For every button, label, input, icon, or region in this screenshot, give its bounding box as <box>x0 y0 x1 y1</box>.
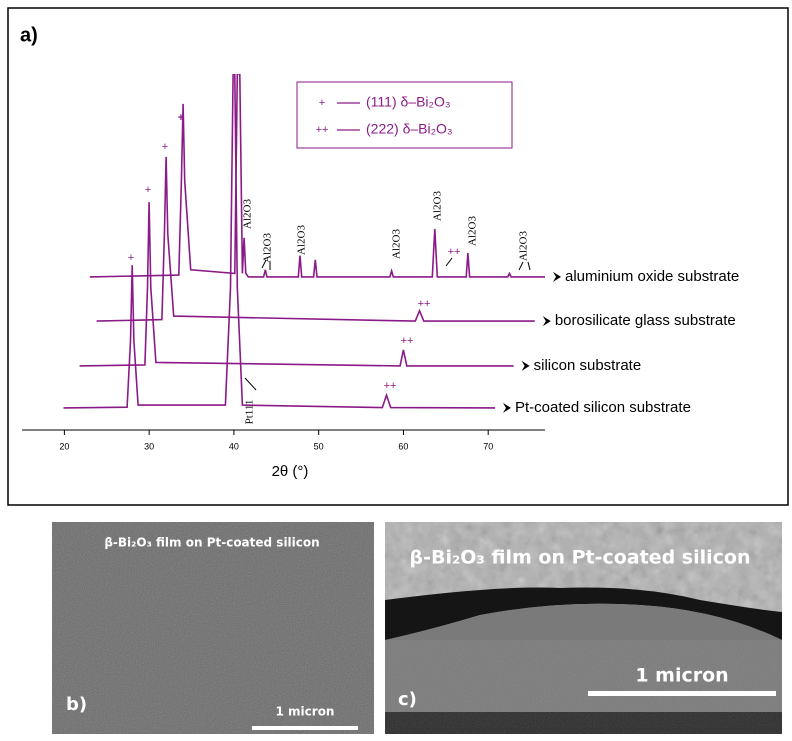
panel-label: c) <box>398 689 417 710</box>
label-arrow <box>522 361 530 371</box>
sem-image-c: β-Bi₂O₃ film on Pt-coated silicon c) 1 m… <box>385 522 782 734</box>
image-caption: β-Bi₂O₃ film on Pt-coated silicon <box>104 536 319 550</box>
peak-annotation: Pt111 <box>244 400 256 425</box>
peak-marker: ++ <box>401 335 414 347</box>
legend-symbol: + <box>319 97 325 109</box>
image-caption: β-Bi₂O₃ film on Pt-coated silicon <box>410 547 751 569</box>
peak-annotation: Al2O3 <box>467 216 479 246</box>
peak-marker: ++ <box>384 380 397 392</box>
x-tick-label: 20 <box>59 441 69 451</box>
scale-bar <box>252 726 358 730</box>
peak-marker: + <box>162 141 168 153</box>
pointer-arrow <box>446 258 452 266</box>
x-tick-label: 40 <box>229 441 239 451</box>
peak-annotation: Al2O3 <box>391 229 403 259</box>
peak-marker: ++ <box>418 298 431 310</box>
legend-box <box>297 82 512 148</box>
x-axis-label: 2θ (°) <box>272 463 309 480</box>
legend-label: (111) δ–Bi₂O₃ <box>366 94 451 110</box>
peak-annotation: Al2O3 <box>242 199 254 229</box>
peak-annotation: Al2O3 <box>262 233 274 263</box>
series-label: silicon substrate <box>534 357 642 374</box>
x-tick-label: 60 <box>398 441 408 451</box>
peak-annotation: Al2O3 <box>518 231 530 261</box>
legend-symbol: ++ <box>316 124 329 136</box>
label-arrow <box>553 272 561 282</box>
pointer-arrow <box>245 378 256 390</box>
peak-marker: ++ <box>448 246 461 258</box>
peak-marker: + <box>178 112 184 124</box>
x-tick-label: 50 <box>314 441 324 451</box>
label-arrow <box>543 316 551 326</box>
scale-label: 1 micron <box>276 705 335 719</box>
x-tick-label: 30 <box>144 441 154 451</box>
sem-image-b: β-Bi₂O₃ film on Pt-coated silicon b) 1 m… <box>52 522 374 734</box>
scale-label: 1 micron <box>635 665 728 687</box>
label-arrow <box>503 403 511 413</box>
legend-label: (222) δ–Bi₂O₃ <box>366 121 453 137</box>
series-label: aluminium oxide substrate <box>565 268 739 285</box>
panel-label: a) <box>20 24 38 46</box>
peak-marker: + <box>145 184 151 196</box>
x-tick-label: 70 <box>483 441 493 451</box>
peak-marker: + <box>128 252 134 264</box>
panel-label: b) <box>66 694 87 715</box>
scale-bar <box>588 691 776 696</box>
series-label: borosilicate glass substrate <box>555 312 736 329</box>
series-label: Pt-coated silicon substrate <box>515 399 691 416</box>
peak-annotation: Al2O3 <box>296 225 308 255</box>
peak-annotation: Al2O3 <box>432 191 444 221</box>
pointer-arrow <box>528 262 530 270</box>
pointer-arrow <box>519 262 523 270</box>
figure: a) 2θ (°) β-Bi₂O₃ film on Pt-coated sili… <box>0 0 792 736</box>
